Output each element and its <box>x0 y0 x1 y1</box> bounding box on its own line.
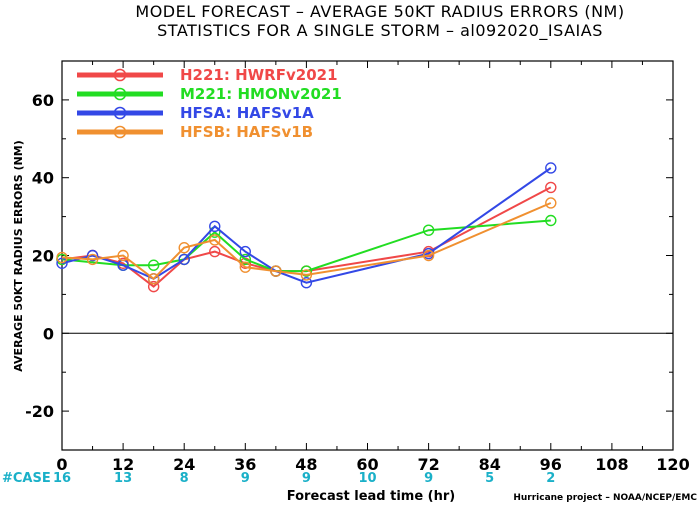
case-count: 9 <box>302 471 311 486</box>
x-tick-label: 24 <box>173 455 195 474</box>
x-tick-label: 12 <box>112 455 134 474</box>
legend-marker <box>113 125 127 139</box>
data-point <box>545 214 557 227</box>
x-axis-label: Forecast lead time (hr) <box>287 489 455 504</box>
legend-entry: HFSB: HAFSv1B <box>77 123 313 141</box>
data-point <box>147 280 160 293</box>
x-tick-label: 120 <box>656 455 689 474</box>
chart-subtitle: STATISTICS FOR A SINGLE STORM – al092020… <box>157 21 603 41</box>
data-point <box>239 245 252 258</box>
y-tick-label: 40 <box>32 169 54 188</box>
data-point <box>178 253 190 266</box>
data-point <box>239 261 252 273</box>
axis-layer: 0 12 24 36 48 60 72 84 96 108 120 -20 0 20 40 60 <box>25 60 690 474</box>
data-point <box>422 249 435 262</box>
x-tick-label: 60 <box>356 455 378 474</box>
legend-entry: M221: HMONv2021 <box>77 85 342 103</box>
series-line <box>61 167 552 284</box>
y-tick-label: 20 <box>32 247 54 266</box>
case-label: #CASE <box>2 471 51 486</box>
data-point <box>209 234 221 246</box>
data-point <box>300 265 313 277</box>
legend-entry: H221: HWRFv2021 <box>77 66 338 84</box>
data-point <box>545 197 557 209</box>
case-count: 10 <box>358 471 376 486</box>
legend-label: HFSB: HAFSv1B <box>180 123 313 141</box>
legend-marker <box>113 106 127 120</box>
data-point <box>86 249 99 262</box>
data-point <box>239 253 252 266</box>
data-point <box>56 251 68 264</box>
legend-label: HFSA: HAFSv1A <box>180 104 314 122</box>
legend-entry: HFSA: HAFSv1A <box>77 104 314 122</box>
x-tick-label: 36 <box>234 455 256 474</box>
credit-text: Hurricane project – NOAA/NCEP/EMC <box>513 493 697 503</box>
case-count: 2 <box>546 471 555 486</box>
data-point <box>117 249 129 262</box>
plot-frame <box>61 60 674 451</box>
x-tick-label: 0 <box>56 455 67 474</box>
legend-label: M221: HMONv2021 <box>180 85 342 103</box>
series-layer <box>56 162 557 293</box>
data-point <box>209 245 221 258</box>
y-tick-label: 60 <box>32 91 54 110</box>
x-tick-label: 84 <box>479 455 501 474</box>
data-point <box>300 269 313 281</box>
case-count: 9 <box>241 471 250 486</box>
case-count-row: #CASE 16 13 8 9 9 10 9 5 2 <box>2 471 555 486</box>
x-tick-label: 72 <box>417 455 439 474</box>
data-point <box>147 273 160 285</box>
data-point <box>300 277 313 289</box>
chart-title: MODEL FORECAST – AVERAGE 50KT RADIUS ERR… <box>135 2 624 21</box>
data-point <box>178 242 190 254</box>
series-hfsb <box>56 197 557 285</box>
data-point <box>147 259 160 271</box>
y-tick-label: -20 <box>25 402 54 421</box>
data-point <box>545 162 557 174</box>
y-tick-label: 0 <box>43 324 54 343</box>
data-point <box>209 220 221 233</box>
series-line <box>61 186 552 288</box>
x-tick-label: 48 <box>295 455 317 474</box>
legend-marker <box>113 68 127 82</box>
case-count: 5 <box>485 471 494 486</box>
case-count: 16 <box>53 471 71 486</box>
data-point <box>270 265 282 277</box>
data-point <box>86 253 99 266</box>
case-count: 9 <box>424 471 433 486</box>
data-point <box>545 181 557 194</box>
legend-marker <box>113 87 127 101</box>
legend-label: H221: HWRFv2021 <box>180 66 338 84</box>
case-count: 13 <box>114 471 132 486</box>
case-count: 8 <box>180 471 189 486</box>
data-point <box>422 224 435 236</box>
x-tick-label: 108 <box>595 455 628 474</box>
y-axis-label: AVERAGE 50KT RADIUS ERRORS (NM) <box>12 140 25 371</box>
x-tick-label: 96 <box>540 455 562 474</box>
series-line <box>61 219 551 273</box>
series-line <box>61 202 552 281</box>
